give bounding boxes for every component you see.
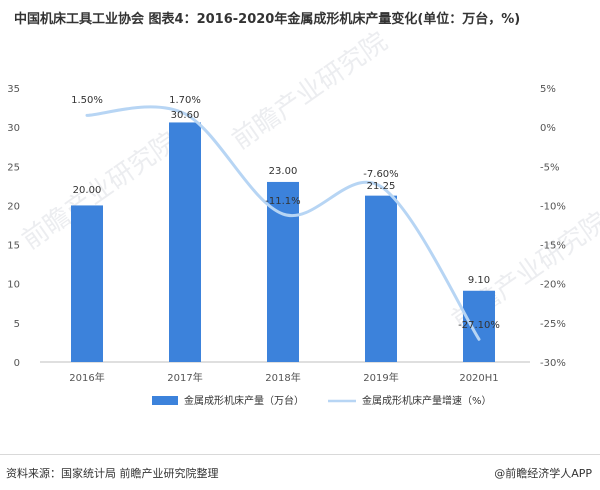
bar-label-1: 30.60 [171, 110, 200, 121]
line-label-2: -11.1% [265, 196, 300, 207]
legend-bar-swatch [152, 396, 178, 405]
x-axis-ticks: 2016年 2017年 2018年 2019年 2020H1 [69, 371, 498, 384]
left-tick-5: 25 [7, 162, 20, 173]
bar-3 [365, 195, 397, 362]
chart-title: 中国机床工具工业协会 图表4：2016-2020年金属成形机床产量变化(单位：万… [14, 12, 521, 27]
left-tick-4: 20 [7, 201, 20, 212]
left-tick-3: 15 [7, 241, 20, 252]
bar-0 [71, 205, 103, 362]
x-tick-1: 2017年 [167, 371, 202, 384]
growth-line [85, 105, 481, 341]
left-tick-0: 0 [14, 358, 20, 369]
right-tick-6: 0% [540, 123, 556, 134]
bar-1 [169, 122, 201, 363]
left-tick-1: 5 [14, 319, 20, 330]
left-tick-7: 35 [7, 84, 20, 95]
right-tick-7: 5% [540, 84, 556, 95]
left-axis-ticks: 0 5 10 15 20 25 30 35 [7, 84, 20, 369]
watermark-text-1: 前瞻产业研究院 [227, 27, 393, 156]
right-tick-5: -5% [540, 162, 559, 173]
source-note: 资料来源：国家统计局 前瞻产业研究院整理 [6, 467, 219, 480]
bar-2 [267, 181, 299, 362]
bar-label-3: 21.25 [367, 181, 396, 192]
brand-credit: @前瞻经济学人APP [494, 467, 592, 480]
left-tick-2: 10 [7, 280, 20, 291]
right-axis-ticks: -30% -25% -20% -15% -10% -5% 0% 5% [540, 84, 566, 369]
bar-label-2: 23.00 [269, 166, 298, 177]
bar-labels: 20.00 30.60 23.00 21.25 9.10 [73, 110, 490, 286]
legend-line-label: 金属成形机床产量增速（%） [362, 394, 492, 407]
growth-line-layer [85, 105, 481, 341]
right-tick-1: -25% [540, 319, 566, 330]
footer-divider [0, 454, 600, 455]
line-label-0: 1.50% [71, 95, 103, 106]
line-label-1: 1.70% [169, 95, 201, 106]
line-label-4: -27.10% [458, 320, 500, 331]
right-tick-4: -10% [540, 201, 566, 212]
bar-label-4: 9.10 [468, 275, 490, 286]
right-tick-2: -20% [540, 280, 566, 291]
left-tick-6: 30 [7, 123, 20, 134]
bars [71, 122, 495, 363]
x-tick-4: 2020H1 [459, 373, 498, 384]
legend: 金属成形机床产量（万台） 金属成形机床产量增速（%） [152, 394, 492, 407]
line-label-3: -7.60% [363, 169, 398, 180]
line-labels: 1.50% 1.70% -11.1% -7.60% -27.10% [71, 95, 500, 331]
x-tick-0: 2016年 [69, 371, 104, 384]
bar-4 [463, 290, 495, 362]
x-tick-2: 2018年 [265, 371, 300, 384]
right-tick-0: -30% [540, 358, 566, 369]
x-tick-3: 2019年 [363, 371, 398, 384]
legend-bar-label: 金属成形机床产量（万台） [184, 394, 304, 407]
bar-label-0: 20.00 [73, 185, 102, 196]
right-tick-3: -15% [540, 241, 566, 252]
